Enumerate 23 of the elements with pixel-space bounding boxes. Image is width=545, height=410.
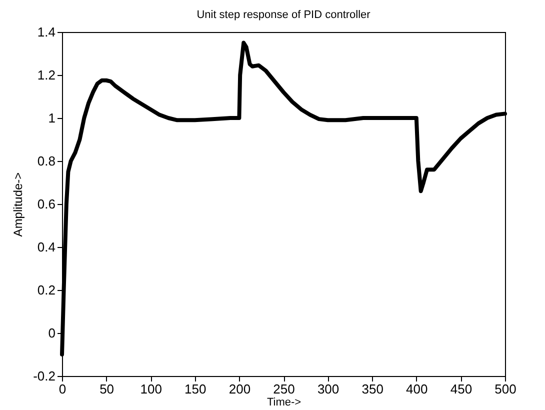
x-tick-label: 300 xyxy=(317,382,340,396)
y-tick-label: 0.4 xyxy=(37,240,56,254)
x-tick-label: 350 xyxy=(362,382,384,396)
x-tick-label: 200 xyxy=(228,382,251,396)
y-tick-label: 0.2 xyxy=(37,282,56,298)
y-tick-label: 1.4 xyxy=(37,24,56,40)
x-axis-title: Time-> xyxy=(266,396,302,408)
x-tick-label: 250 xyxy=(273,382,295,396)
y-tick-label: 1.2 xyxy=(37,68,56,82)
x-tick-label: 400 xyxy=(406,382,428,396)
x-tick-label: 100 xyxy=(140,382,162,396)
y-tick-label: 0 xyxy=(48,326,56,340)
y-tick-label: -0.2 xyxy=(33,368,56,384)
x-tick-label: 500 xyxy=(494,382,516,396)
y-tick-label: 1 xyxy=(48,110,56,126)
y-axis-title: Amplitude-> xyxy=(11,172,26,237)
chart-title: Unit step response of PID controller xyxy=(196,9,371,21)
y-tick-label: 0.8 xyxy=(37,154,56,168)
x-tick-label: 50 xyxy=(100,382,114,396)
y-tick-label: 0.6 xyxy=(37,196,56,212)
x-tick-label: 0 xyxy=(58,382,66,396)
x-tick-label: 450 xyxy=(450,382,472,396)
x-tick-label: 150 xyxy=(184,382,206,396)
